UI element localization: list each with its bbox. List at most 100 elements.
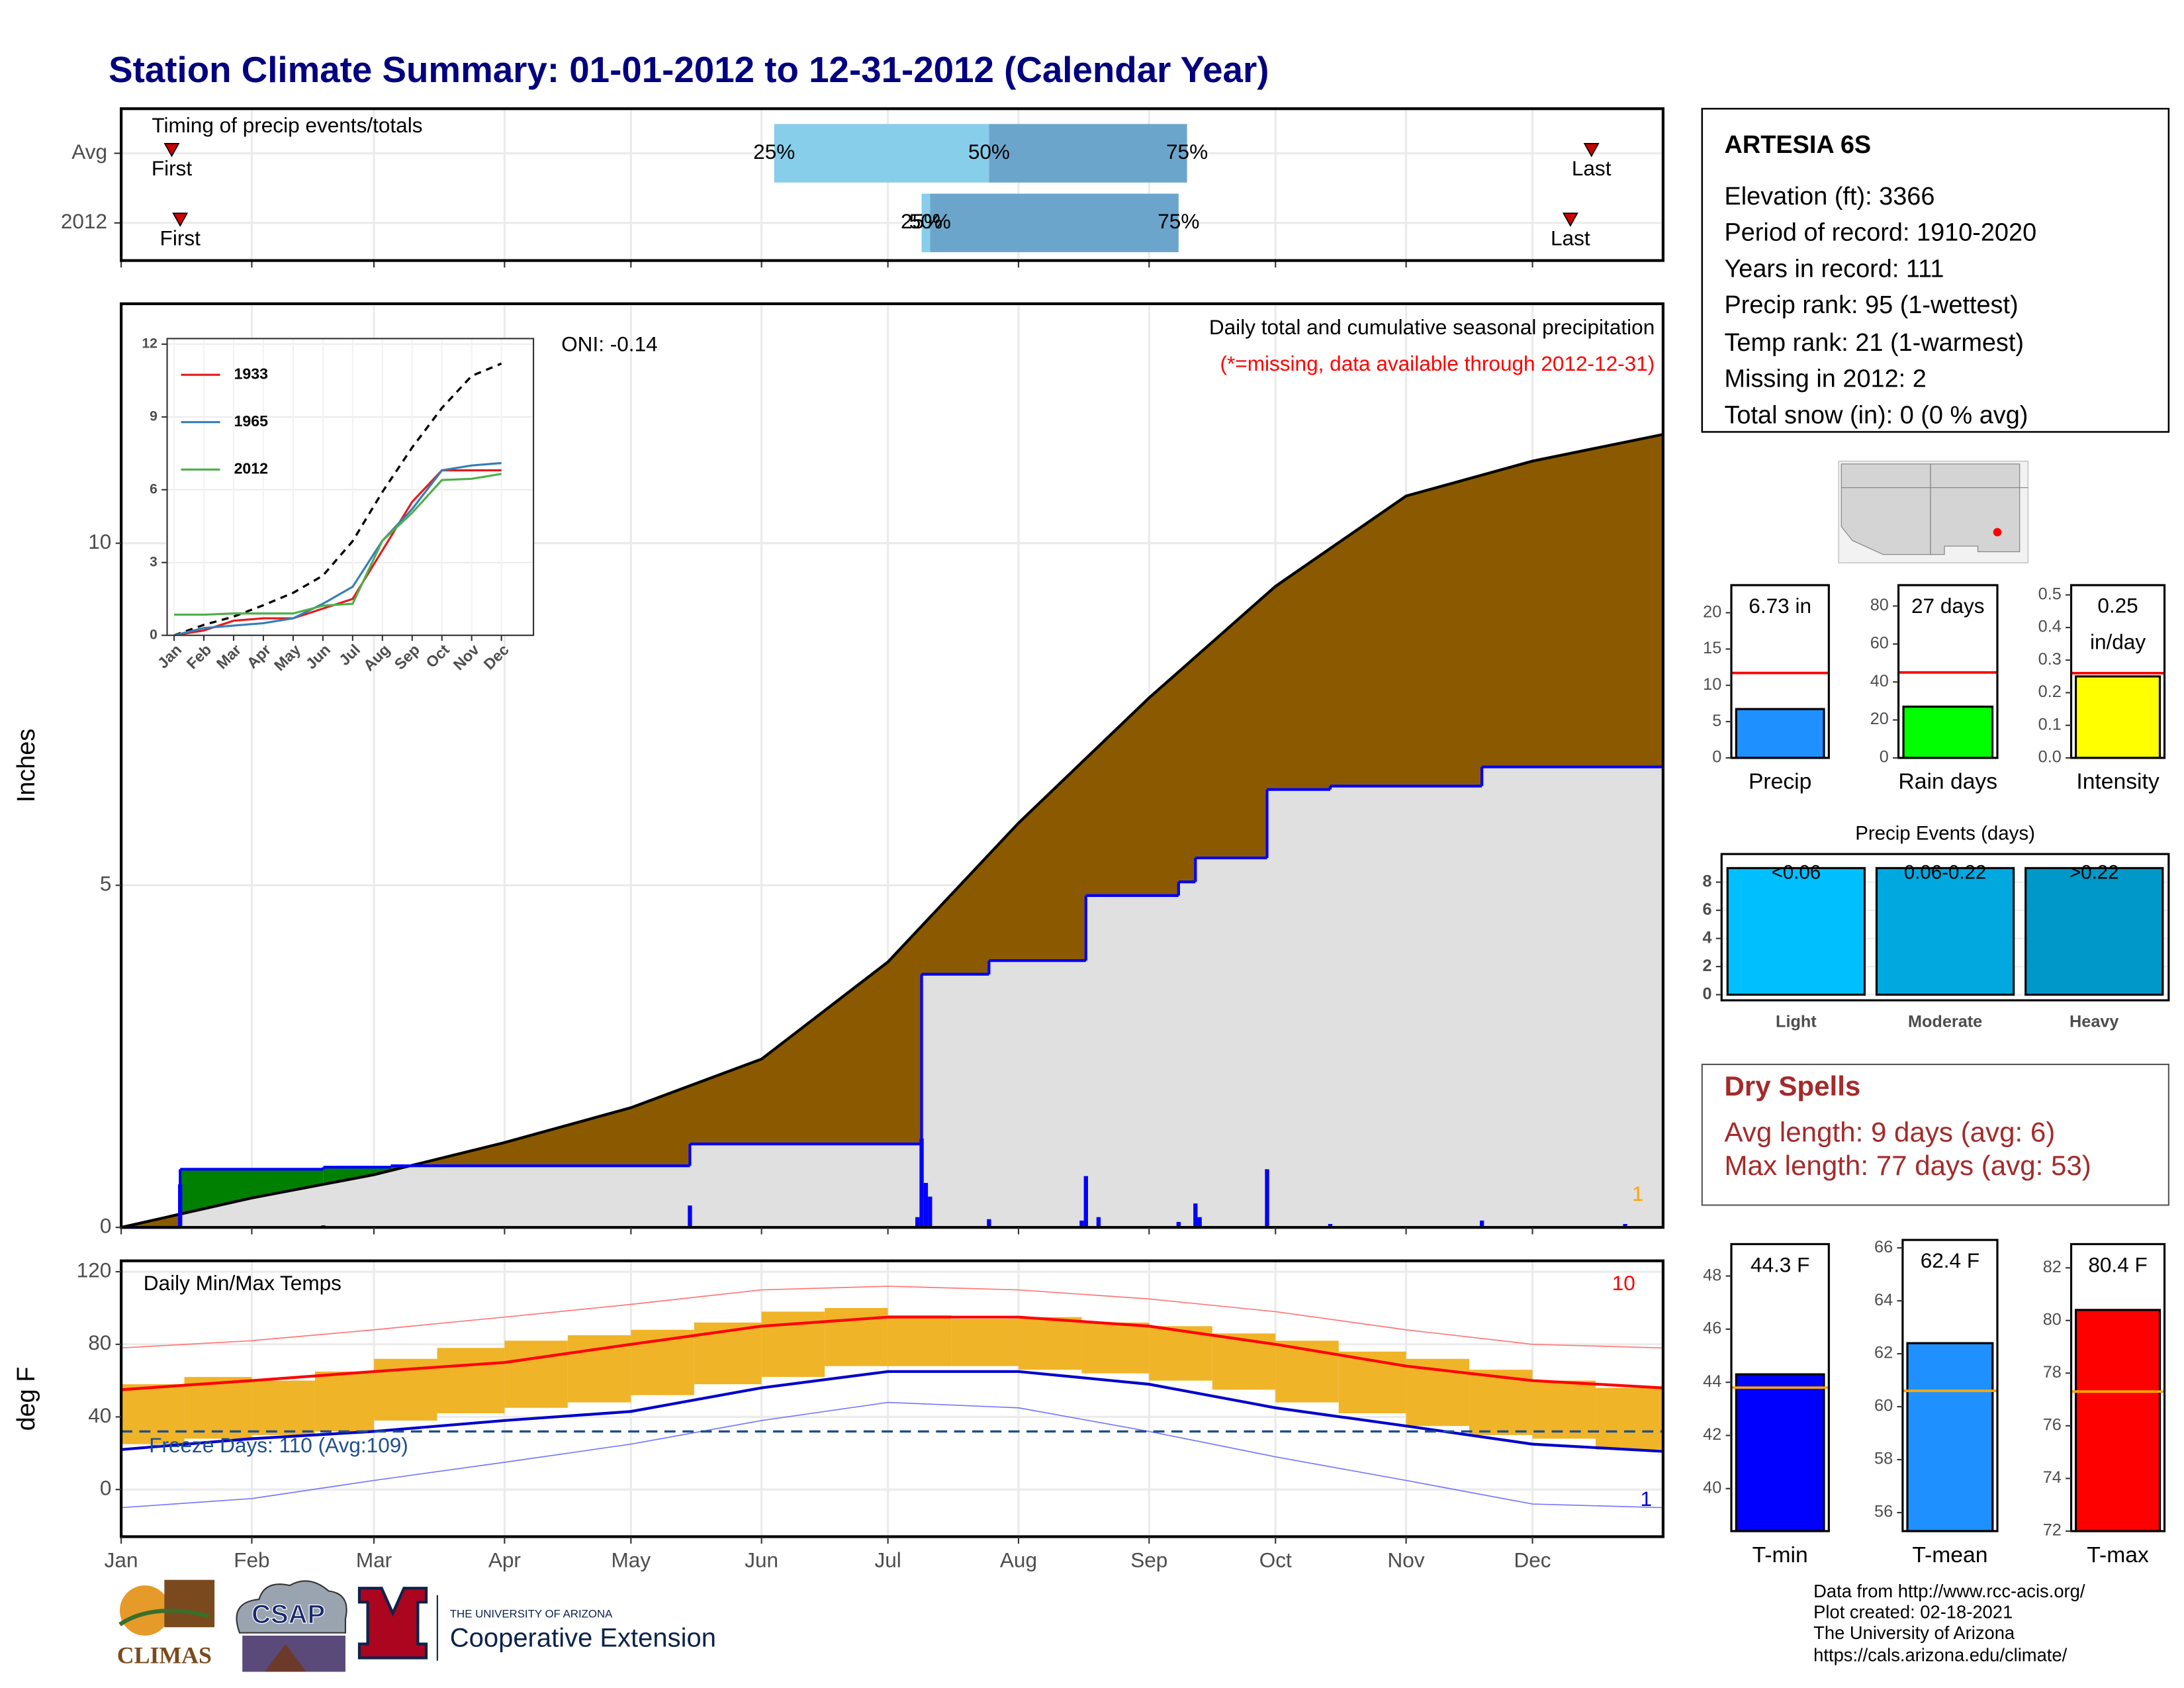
daily-temp-range — [887, 1315, 952, 1366]
daily-temp-range — [1149, 1326, 1212, 1381]
bar — [1726, 867, 1866, 996]
daily-precip-bar — [1479, 1220, 1484, 1228]
y-tick-label: 0.3 — [2038, 650, 2062, 669]
y-tick-label: 82 — [2043, 1258, 2062, 1276]
daily-precip-bar — [1083, 1176, 1088, 1228]
category-label: Heavy — [2070, 1012, 2118, 1031]
quartile-label: 25% — [901, 209, 942, 233]
y-tick-label: 40 — [88, 1403, 111, 1427]
daily-precip-bar — [1079, 1220, 1084, 1228]
daily-temp-range — [1596, 1387, 1663, 1450]
daily-precip-bar — [1096, 1217, 1101, 1228]
panel-frame — [119, 107, 1664, 262]
quartile-label: 50% — [968, 140, 1010, 164]
y-tick-label: 0 — [1880, 748, 1889, 767]
ua-logo — [357, 1587, 428, 1660]
climas-logo-text: CLIMAS — [117, 1642, 212, 1669]
y-tick-label: 48 — [1703, 1266, 1721, 1284]
daily-precip-bar — [1623, 1224, 1627, 1228]
y-tick-label: 12 — [142, 336, 157, 351]
timing-marker — [172, 212, 189, 227]
x-tick-label: Oct — [1259, 1548, 1292, 1572]
map-state — [1930, 463, 2021, 555]
y-tick-label: 2 — [1702, 957, 1711, 975]
chart-title: Precip Events (days) — [1855, 822, 2035, 844]
y-tick-label: 0 — [150, 627, 158, 642]
freeze-annotation: Freeze Days: 110 (Avg:109) — [149, 1433, 408, 1457]
university-text: THE UNIVERSITY OF ARIZONA — [450, 1608, 613, 1620]
y-tick-label: 0.4 — [2038, 618, 2062, 636]
y-tick-label: 80 — [2043, 1310, 2062, 1329]
legend-label: 1965 — [234, 412, 269, 430]
y-tick-label: 5 — [1712, 712, 1721, 730]
dry-spells-frame — [1701, 1063, 2169, 1206]
average-line — [120, 433, 1664, 1229]
year-area — [921, 974, 990, 1228]
map-state — [1841, 463, 1931, 555]
y-tick-label: Avg — [71, 140, 107, 164]
value-label: 0.25 in/day — [2090, 594, 2146, 654]
category-label: Rain days — [1898, 770, 1997, 794]
quartile-label: 50% — [909, 209, 951, 233]
footer-line: Plot created: 02-18-2021 — [1813, 1601, 2013, 1622]
daily-precip-bar — [923, 1183, 929, 1228]
y-tick-label: 46 — [1703, 1319, 1721, 1338]
dry-spells-line: Max length: 77 days (avg: 53) — [1724, 1150, 2091, 1181]
quartile-bar — [930, 193, 1179, 252]
year-area — [989, 961, 1087, 1228]
dry-spells-line: Avg length: 9 days (avg: 6) — [1724, 1116, 2055, 1147]
daily-temp-range — [1018, 1317, 1082, 1370]
record-min-line — [121, 1401, 1663, 1509]
daily-precip-bar — [1176, 1221, 1181, 1228]
year-area — [1178, 882, 1196, 1228]
inset-background — [167, 338, 534, 635]
bar — [1902, 705, 1994, 759]
csap-cloud — [236, 1580, 347, 1634]
quartile-label: 75% — [1166, 140, 1208, 164]
record-high-count: 10 — [1612, 1271, 1635, 1295]
quartile-label: 75% — [1158, 209, 1199, 233]
year-area — [1482, 767, 1663, 1228]
year-area — [1330, 786, 1482, 1228]
y-tick-label: 72 — [2043, 1521, 2062, 1540]
station-line: Temp rank: 21 (1-warmest) — [1724, 329, 2024, 357]
y-tick-label: 0 — [100, 1214, 112, 1238]
station-line: Missing in 2012: 2 — [1724, 365, 1926, 393]
y-tick-label: 10 — [88, 530, 111, 553]
footer: Data from http://www.rcc-acis.org/ Plot … — [1813, 1581, 2085, 1665]
legend-label: 1933 — [234, 365, 269, 382]
y-tick-label: 58 — [1874, 1450, 1893, 1468]
footer-line: https://cals.arizona.edu/climate/ — [1813, 1645, 2067, 1665]
legend-label: 2012 — [234, 459, 268, 477]
x-tick-label: Sep — [1130, 1548, 1167, 1572]
category-label: Moderate — [1908, 1012, 1982, 1031]
y-tick-label: 6 — [150, 481, 158, 496]
bar — [1735, 1373, 1825, 1532]
station-line: Precip rank: 95 (1-wettest) — [1724, 291, 2018, 319]
marker-label: Last — [1572, 156, 1612, 180]
y-tick-label: 3 — [150, 554, 158, 569]
chart-subtitle: (*=missing, data available through 2012-… — [1220, 352, 1655, 375]
bin-label: >0.22 — [2070, 861, 2119, 883]
bar — [1875, 867, 2015, 996]
bar — [1735, 708, 1825, 759]
y-tick-label: 42 — [1703, 1425, 1721, 1444]
chart-title: Daily Min/Max Temps — [144, 1271, 341, 1295]
csap-logo-text: CSAP — [251, 1600, 325, 1629]
y-tick-label: 66 — [1874, 1238, 1893, 1256]
daily-temp-range — [1081, 1322, 1150, 1374]
daily-temp-range — [1532, 1380, 1596, 1439]
avg-max-line — [120, 1315, 1663, 1391]
bar-frame — [1720, 853, 2170, 1002]
x-tick-label: Jan — [105, 1548, 138, 1572]
value-label: 44.3 F — [1751, 1252, 1809, 1276]
y-axis-label: Inches — [13, 729, 40, 803]
station-line: Elevation (ft): 3366 — [1724, 183, 1934, 211]
climas-block — [164, 1579, 215, 1628]
daily-temp-range — [121, 1384, 185, 1444]
daily-temp-range — [437, 1348, 505, 1413]
station-location — [1993, 528, 2002, 537]
category-label: Intensity — [2076, 770, 2160, 794]
